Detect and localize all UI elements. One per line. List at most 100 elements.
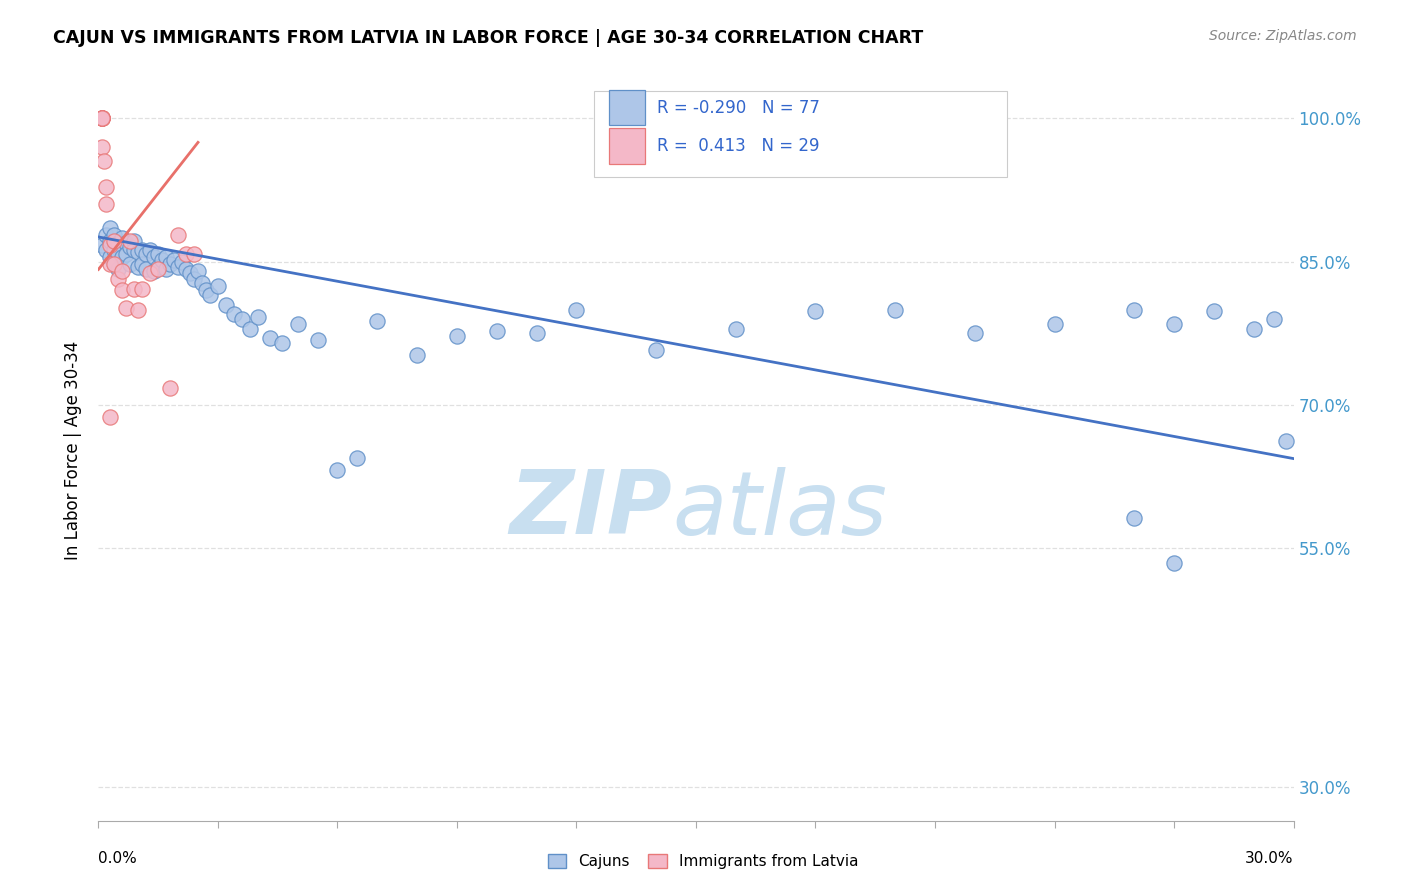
- Point: [98, 409, 122, 424]
- Point: [124, 281, 146, 295]
- Point: [724, 321, 747, 335]
- Point: [183, 272, 205, 286]
- Point: [167, 227, 190, 242]
- Point: [93, 154, 115, 169]
- Point: [111, 250, 134, 264]
- Point: [98, 257, 122, 271]
- Point: [150, 252, 173, 267]
- Point: [259, 331, 281, 345]
- Point: [163, 252, 186, 267]
- Point: [131, 281, 153, 295]
- Point: [96, 227, 118, 242]
- Point: [131, 244, 153, 258]
- Point: [326, 463, 349, 477]
- Point: [124, 234, 146, 248]
- Point: [1163, 317, 1185, 331]
- Point: [270, 336, 292, 351]
- Point: [239, 321, 262, 335]
- Point: [174, 247, 197, 261]
- Point: [131, 257, 153, 271]
- Point: [120, 240, 142, 254]
- Point: [91, 112, 114, 126]
- Text: CAJUN VS IMMIGRANTS FROM LATVIA IN LABOR FORCE | AGE 30-34 CORRELATION CHART: CAJUN VS IMMIGRANTS FROM LATVIA IN LABOR…: [53, 29, 924, 46]
- Point: [139, 266, 162, 280]
- Point: [195, 284, 218, 298]
- Point: [111, 284, 134, 298]
- Point: [98, 237, 122, 252]
- Point: [366, 314, 388, 328]
- Point: [207, 278, 229, 293]
- Point: [287, 317, 309, 331]
- Point: [222, 307, 245, 321]
- Point: [1163, 556, 1185, 570]
- Point: [115, 301, 138, 315]
- Point: [159, 257, 181, 271]
- Text: Source: ZipAtlas.com: Source: ZipAtlas.com: [1209, 29, 1357, 43]
- Text: 30.0%: 30.0%: [1246, 851, 1294, 866]
- Point: [172, 254, 194, 268]
- Point: [159, 381, 181, 395]
- Point: [183, 247, 205, 261]
- Text: ZIP: ZIP: [509, 467, 672, 553]
- Point: [103, 234, 125, 248]
- Point: [107, 235, 129, 250]
- Point: [127, 260, 149, 274]
- Point: [135, 247, 157, 261]
- Point: [111, 231, 134, 245]
- Point: [135, 262, 157, 277]
- Point: [406, 348, 429, 362]
- Text: 0.0%: 0.0%: [98, 851, 138, 866]
- Point: [1123, 511, 1146, 525]
- Point: [446, 329, 468, 343]
- Point: [103, 257, 125, 271]
- Point: [174, 262, 197, 277]
- Point: [485, 324, 508, 338]
- Point: [91, 112, 114, 126]
- Point: [111, 264, 134, 278]
- Point: [91, 112, 114, 126]
- Point: [1263, 312, 1285, 326]
- Point: [155, 250, 177, 264]
- Point: [98, 234, 122, 248]
- Point: [96, 180, 118, 194]
- Point: [91, 112, 114, 126]
- Point: [1243, 321, 1265, 335]
- Point: [346, 450, 368, 465]
- Point: [526, 326, 548, 341]
- Point: [804, 304, 827, 318]
- Point: [127, 302, 149, 317]
- Point: [1123, 302, 1146, 317]
- Point: [1274, 434, 1296, 449]
- Point: [107, 262, 129, 277]
- Text: atlas: atlas: [672, 467, 887, 553]
- Point: [565, 302, 588, 317]
- Point: [115, 235, 138, 250]
- Point: [120, 257, 142, 271]
- Point: [139, 244, 162, 258]
- Point: [98, 250, 122, 264]
- Text: R =  0.413   N = 29: R = 0.413 N = 29: [657, 137, 820, 155]
- Point: [167, 260, 190, 274]
- Point: [91, 112, 114, 126]
- Point: [1043, 317, 1066, 331]
- Point: [198, 288, 221, 302]
- Point: [884, 302, 907, 317]
- Point: [143, 250, 166, 264]
- Legend: Cajuns, Immigrants from Latvia: Cajuns, Immigrants from Latvia: [541, 848, 865, 875]
- Point: [1202, 304, 1225, 318]
- Point: [107, 272, 129, 286]
- Point: [98, 221, 122, 235]
- Point: [963, 326, 986, 341]
- Point: [96, 244, 118, 258]
- Point: [645, 343, 668, 357]
- Point: [127, 245, 149, 260]
- Point: [143, 264, 166, 278]
- FancyBboxPatch shape: [609, 90, 644, 126]
- Point: [120, 234, 142, 248]
- Text: R = -0.290   N = 77: R = -0.290 N = 77: [657, 99, 820, 117]
- Point: [91, 140, 114, 154]
- Point: [215, 298, 238, 312]
- Y-axis label: In Labor Force | Age 30-34: In Labor Force | Age 30-34: [65, 341, 83, 560]
- Point: [246, 310, 269, 325]
- Point: [96, 197, 118, 211]
